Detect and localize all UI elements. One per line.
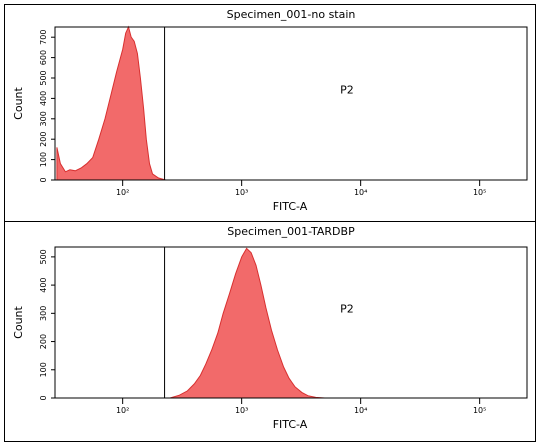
y-axis-label: Count [12, 305, 25, 338]
y-tick-label: 0 [39, 177, 48, 182]
y-tick-label: 100 [39, 362, 48, 377]
x-tick-label: 10⁵ [473, 188, 486, 197]
histogram-area [56, 25, 166, 181]
y-tick-label: 600 [39, 50, 48, 65]
y-axis-label: Count [12, 86, 25, 119]
gate-label: P2 [340, 303, 354, 316]
y-tick-label: 700 [39, 30, 48, 45]
x-tick-label: 10⁴ [354, 188, 367, 197]
x-tick-label: 10⁴ [354, 406, 367, 415]
outer-frame [4, 4, 536, 442]
y-tick-label: 500 [39, 70, 48, 85]
x-tick-label: 10³ [235, 406, 248, 415]
y-tick-label: 200 [39, 334, 48, 349]
plot-frame [54, 246, 528, 399]
chart-title: Specimen_001-no stain [227, 8, 356, 21]
y-tick-label: 200 [39, 132, 48, 147]
x-axis-label: FITC-A [273, 418, 308, 431]
x-tick-label: 10² [116, 188, 129, 197]
x-tick-label: 10⁵ [473, 406, 486, 415]
y-tick-label: 300 [39, 306, 48, 321]
x-tick-label: 10² [116, 406, 129, 415]
histogram-area [169, 247, 325, 399]
y-tick-label: 0 [39, 395, 48, 400]
chart-title: Specimen_001-TARDBP [227, 225, 355, 238]
plot-frame [54, 26, 528, 181]
gate-label: P2 [340, 84, 354, 97]
y-tick-label: 400 [39, 91, 48, 106]
x-axis-label: FITC-A [273, 200, 308, 213]
y-tick-label: 400 [39, 277, 48, 292]
x-tick-label: 10³ [235, 188, 248, 197]
y-tick-label: 100 [39, 152, 48, 167]
y-tick-label: 500 [39, 249, 48, 264]
y-tick-label: 300 [39, 111, 48, 126]
